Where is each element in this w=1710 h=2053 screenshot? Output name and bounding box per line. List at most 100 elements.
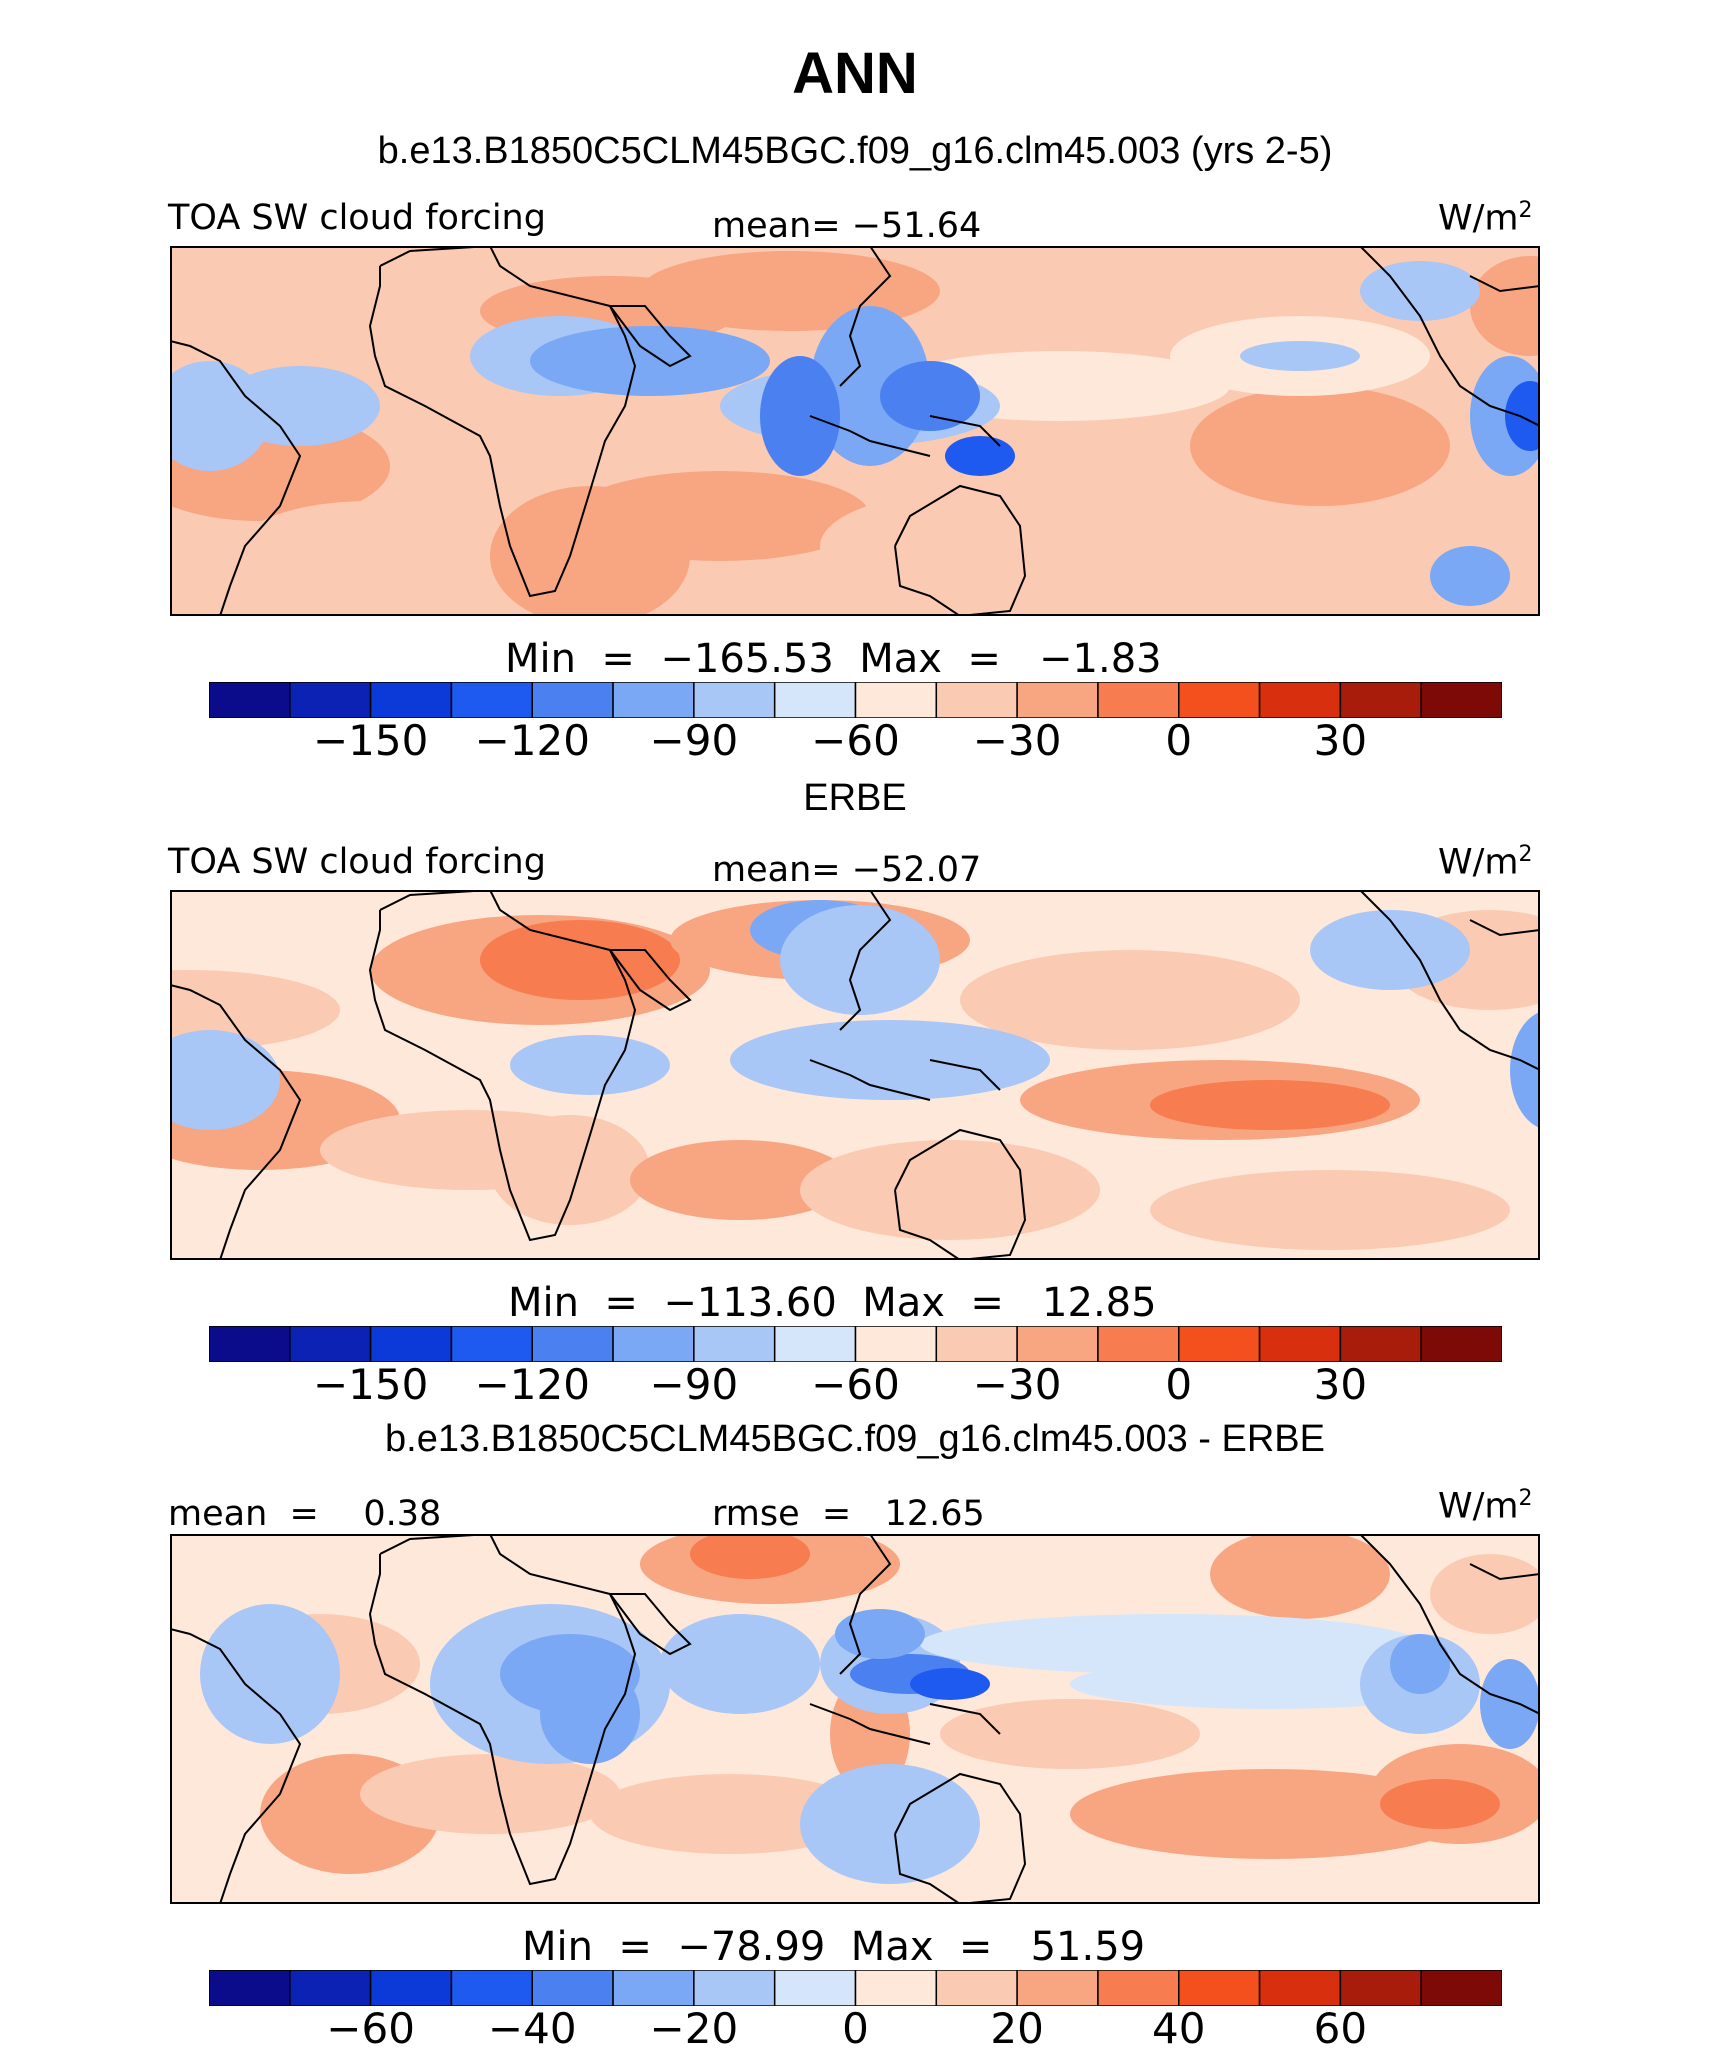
colorbar-swatch	[450, 1969, 533, 2007]
colorbar-swatch	[1420, 1969, 1503, 2007]
colorbar-tick-label: 30	[1313, 1360, 1368, 1409]
colorbar-swatch	[531, 1969, 614, 2007]
colorbar-swatch	[1258, 1969, 1342, 2007]
contour-region	[660, 1614, 820, 1714]
contour-region	[820, 491, 1120, 601]
contour-region	[200, 1604, 340, 1744]
colorbar-swatch	[450, 681, 533, 719]
contour-region	[945, 436, 1015, 476]
coastline	[1469, 1563, 1540, 1581]
contour-region	[540, 1664, 640, 1764]
colorbar-tick-label: −150	[312, 716, 429, 765]
colorbar-tick-label: −20	[649, 2004, 739, 2053]
panel-3-mean-label: mean = 0.38	[168, 1494, 442, 1534]
contour-region	[1510, 1011, 1540, 1129]
colorbar-swatch	[1097, 1969, 1180, 2007]
contour-region	[170, 1030, 280, 1130]
coastline	[894, 1128, 1027, 1260]
coastline	[1469, 275, 1540, 293]
contour-region	[760, 356, 840, 476]
panel-2-map	[170, 890, 1540, 1260]
coastline	[929, 415, 1001, 447]
contour-region	[1240, 341, 1360, 371]
contour-region	[360, 1754, 620, 1834]
contour-region	[1070, 1769, 1470, 1859]
contour-region	[1150, 1170, 1510, 1250]
colorbar-swatch	[1339, 1325, 1422, 1363]
coastline	[929, 1059, 1001, 1091]
panel-2-mean-label: mean= −52.07	[712, 850, 982, 890]
panel-3-map	[170, 1534, 1540, 1904]
contour-region	[1210, 1534, 1390, 1619]
contour-region	[1080, 546, 1400, 606]
contour-region	[1470, 256, 1540, 356]
contour-region	[220, 366, 380, 446]
panel-1-mean-label: mean= −51.64	[712, 206, 982, 246]
contour-region	[910, 1668, 990, 1700]
contour-region	[490, 1115, 650, 1225]
coastline	[1359, 890, 1540, 1071]
colorbar-tick-label: −90	[649, 716, 739, 765]
coastline	[1469, 919, 1540, 937]
panel-3-colorbar	[208, 1969, 1503, 2011]
contour-region	[920, 1614, 1420, 1674]
colorbar-tick-label: −30	[972, 1360, 1062, 1409]
coastline	[609, 1593, 692, 1656]
contour-region	[800, 1140, 1100, 1240]
contour-region	[630, 1140, 850, 1220]
colorbar-swatch	[693, 681, 776, 719]
panel-1-colorbar-svg	[208, 681, 1503, 719]
contour-region	[1150, 1080, 1390, 1130]
colorbar-swatch	[1097, 1325, 1180, 1363]
colorbar-swatch	[773, 1969, 857, 2007]
coastline	[809, 1703, 931, 1745]
colorbar-swatch	[531, 681, 614, 719]
contour-region	[940, 1699, 1200, 1769]
contour-region	[170, 970, 340, 1050]
colorbar-swatch	[773, 1325, 857, 1363]
colorbar-swatch	[1420, 681, 1503, 719]
panel-1-subtitle: b.e13.B1850C5CLM45BGC.f09_g16.clm45.003 …	[377, 130, 1333, 172]
colorbar-tick-label: 0	[1165, 1360, 1193, 1409]
colorbar-swatch	[369, 1325, 453, 1363]
colorbar-swatch	[612, 1969, 695, 2007]
panel-1-units: W/m2	[1438, 198, 1533, 239]
contour-region	[1505, 381, 1540, 451]
colorbar-tick-label: 60	[1313, 2004, 1368, 2053]
colorbar-swatch	[773, 681, 857, 719]
coastline	[929, 1703, 1001, 1735]
contour-region	[810, 306, 930, 466]
contour-region	[590, 1774, 870, 1854]
coastline	[368, 1534, 637, 1886]
map-frame	[170, 890, 1540, 1260]
coastline	[1359, 1534, 1540, 1715]
map-frame	[170, 1534, 1540, 1904]
contour-region	[1380, 1779, 1500, 1829]
coastline	[1359, 246, 1540, 427]
coastline	[368, 246, 637, 598]
panel-2-map-svg	[170, 890, 1540, 1260]
panel-1-map-svg	[170, 246, 1540, 616]
colorbar-tick-label: 0	[1165, 716, 1193, 765]
colorbar-swatch	[208, 1325, 291, 1363]
colorbar-swatch	[1016, 681, 1099, 719]
contour-region	[1360, 261, 1480, 321]
panel-3-map-svg	[170, 1534, 1540, 1904]
coastline	[809, 415, 931, 457]
contour-region	[240, 501, 500, 591]
contour-region	[880, 361, 980, 431]
coastline	[809, 1059, 931, 1101]
contour-region	[1480, 1659, 1540, 1749]
map-frame	[170, 246, 1540, 616]
colorbar-tick-label: −150	[312, 1360, 429, 1409]
panel-1-minmax: Min = −165.53 Max = −1.83	[505, 636, 1162, 682]
colorbar-swatch	[531, 1325, 614, 1363]
contour-region	[450, 376, 690, 496]
colorbar-tick-label: 20	[990, 2004, 1044, 2053]
contour-region	[1310, 910, 1470, 990]
colorbar-swatch	[1097, 681, 1180, 719]
contour-region	[480, 920, 680, 1000]
colorbar-swatch	[208, 1969, 291, 2007]
contour-region	[1280, 401, 1420, 471]
